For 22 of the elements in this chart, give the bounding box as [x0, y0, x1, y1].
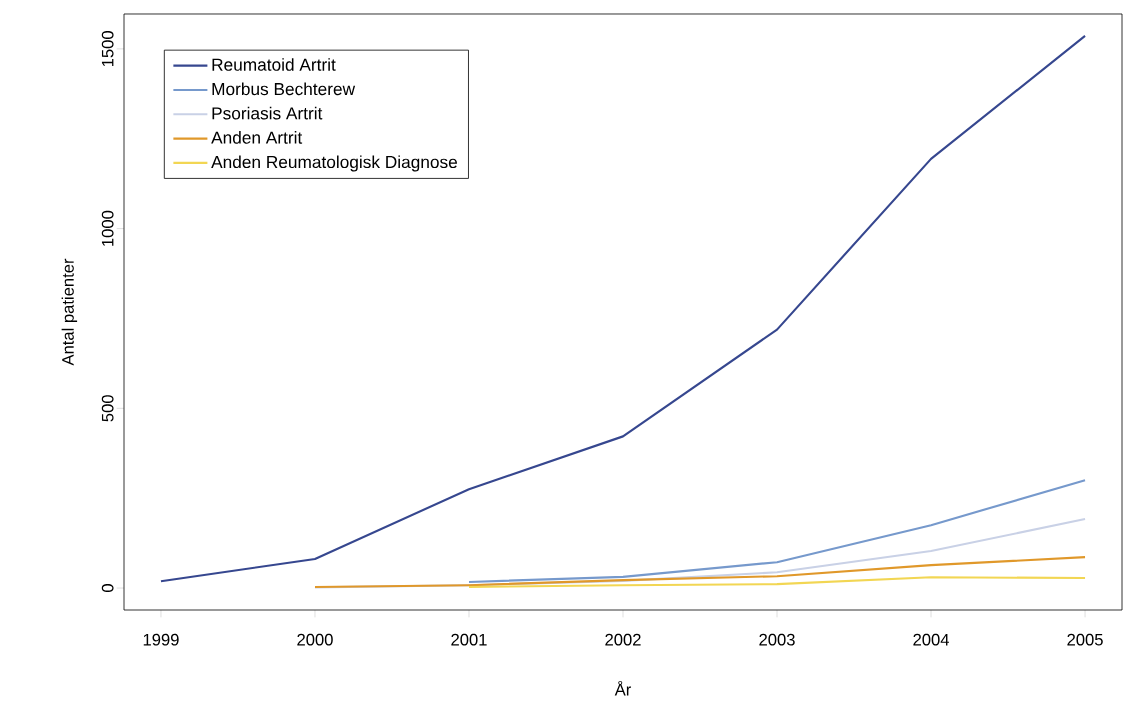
x-tick-label: 2004 — [913, 633, 950, 646]
x-axis-title: År — [614, 680, 632, 696]
line-series — [159, 34, 1087, 583]
x-tick-label: 2001 — [451, 633, 487, 646]
line-series — [313, 556, 1087, 589]
x-tick-label: 2005 — [1067, 633, 1103, 646]
x-tick-label: 2002 — [605, 633, 641, 646]
y-tick-label: 1000 — [101, 210, 114, 246]
legend-label: Anden Artrit — [211, 131, 303, 144]
y-axis-title: Antal patienter — [61, 258, 78, 366]
y-tick-label: 0 — [101, 584, 114, 593]
legend-label: Morbus Bechterew — [212, 82, 356, 96]
line-series — [467, 479, 1087, 584]
legend-label: Reumatoid Artrit — [212, 58, 336, 71]
legend-label: Anden Reumatologisk Diagnose — [211, 155, 457, 172]
line-series — [467, 576, 1087, 589]
x-tick-label: 2000 — [297, 633, 333, 646]
x-tick-label: 1999 — [143, 633, 179, 646]
y-tick-label: 1500 — [101, 31, 114, 67]
y-tick-label: 500 — [101, 395, 114, 422]
x-tick-label: 2003 — [759, 633, 795, 646]
legend-label: Psoriasis Artrit — [212, 106, 323, 120]
